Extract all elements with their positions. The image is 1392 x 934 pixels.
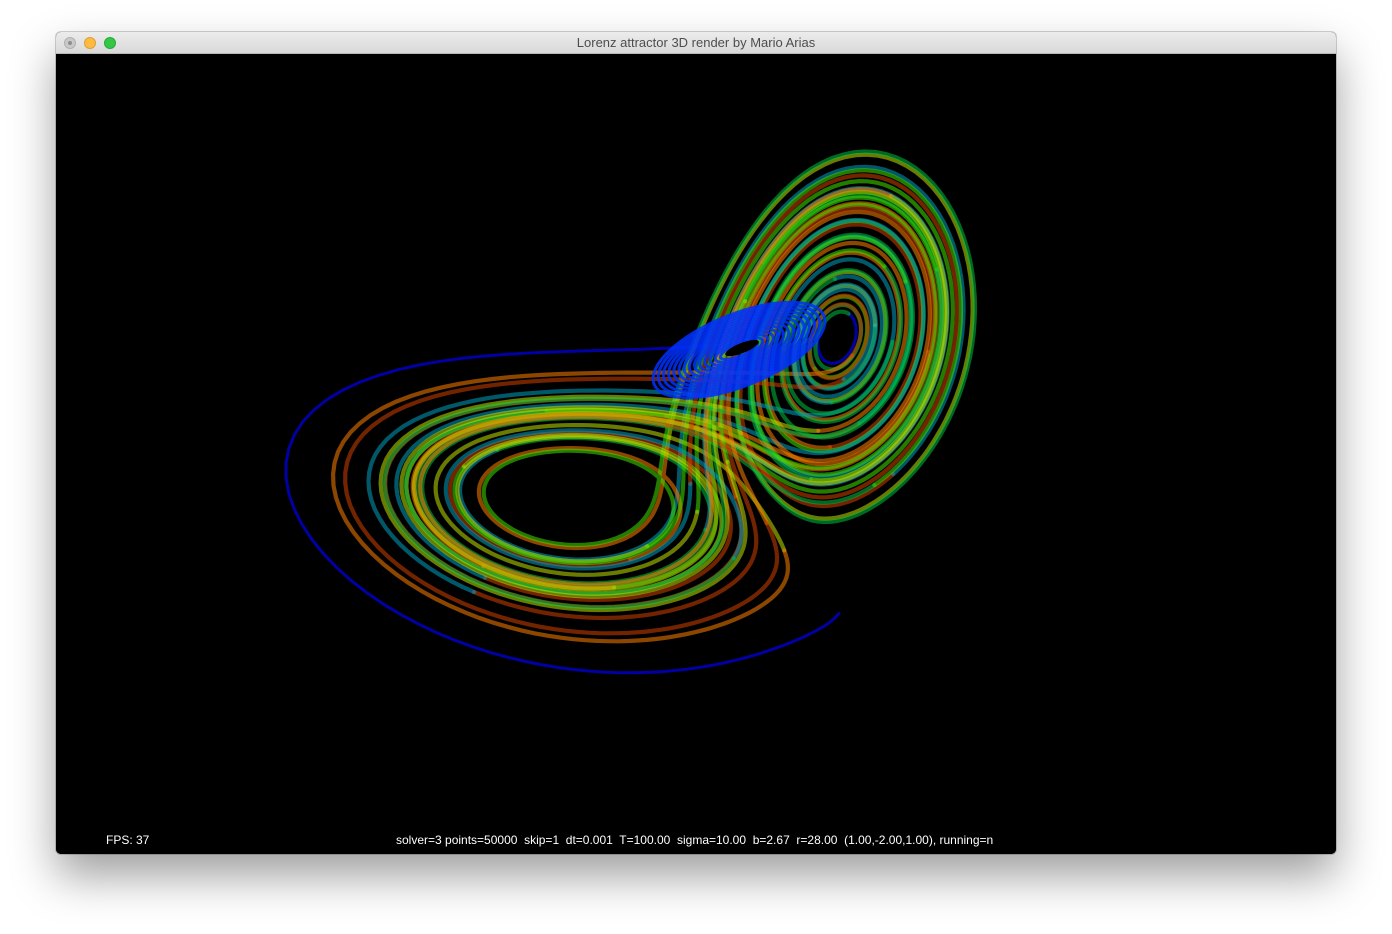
zoom-icon[interactable] [104,37,116,49]
render-canvas[interactable]: FPS: 37 solver=3 points=50000 skip=1 dt=… [56,54,1336,854]
window-title: Lorenz attractor 3D render by Mario Aria… [576,35,816,50]
lorenz-attractor-render [284,149,978,675]
app-window: Lorenz attractor 3D render by Mario Aria… [56,32,1336,854]
minimize-icon[interactable] [84,37,96,49]
fps-counter: FPS: 37 [106,833,150,847]
attractor-trails [284,149,978,675]
simulation-status: solver=3 points=50000 skip=1 dt=0.001 T=… [396,833,994,847]
close-icon[interactable] [64,37,76,49]
upper-lobe-core [651,300,827,400]
title-bar[interactable]: Lorenz attractor 3D render by Mario Aria… [56,32,1336,54]
